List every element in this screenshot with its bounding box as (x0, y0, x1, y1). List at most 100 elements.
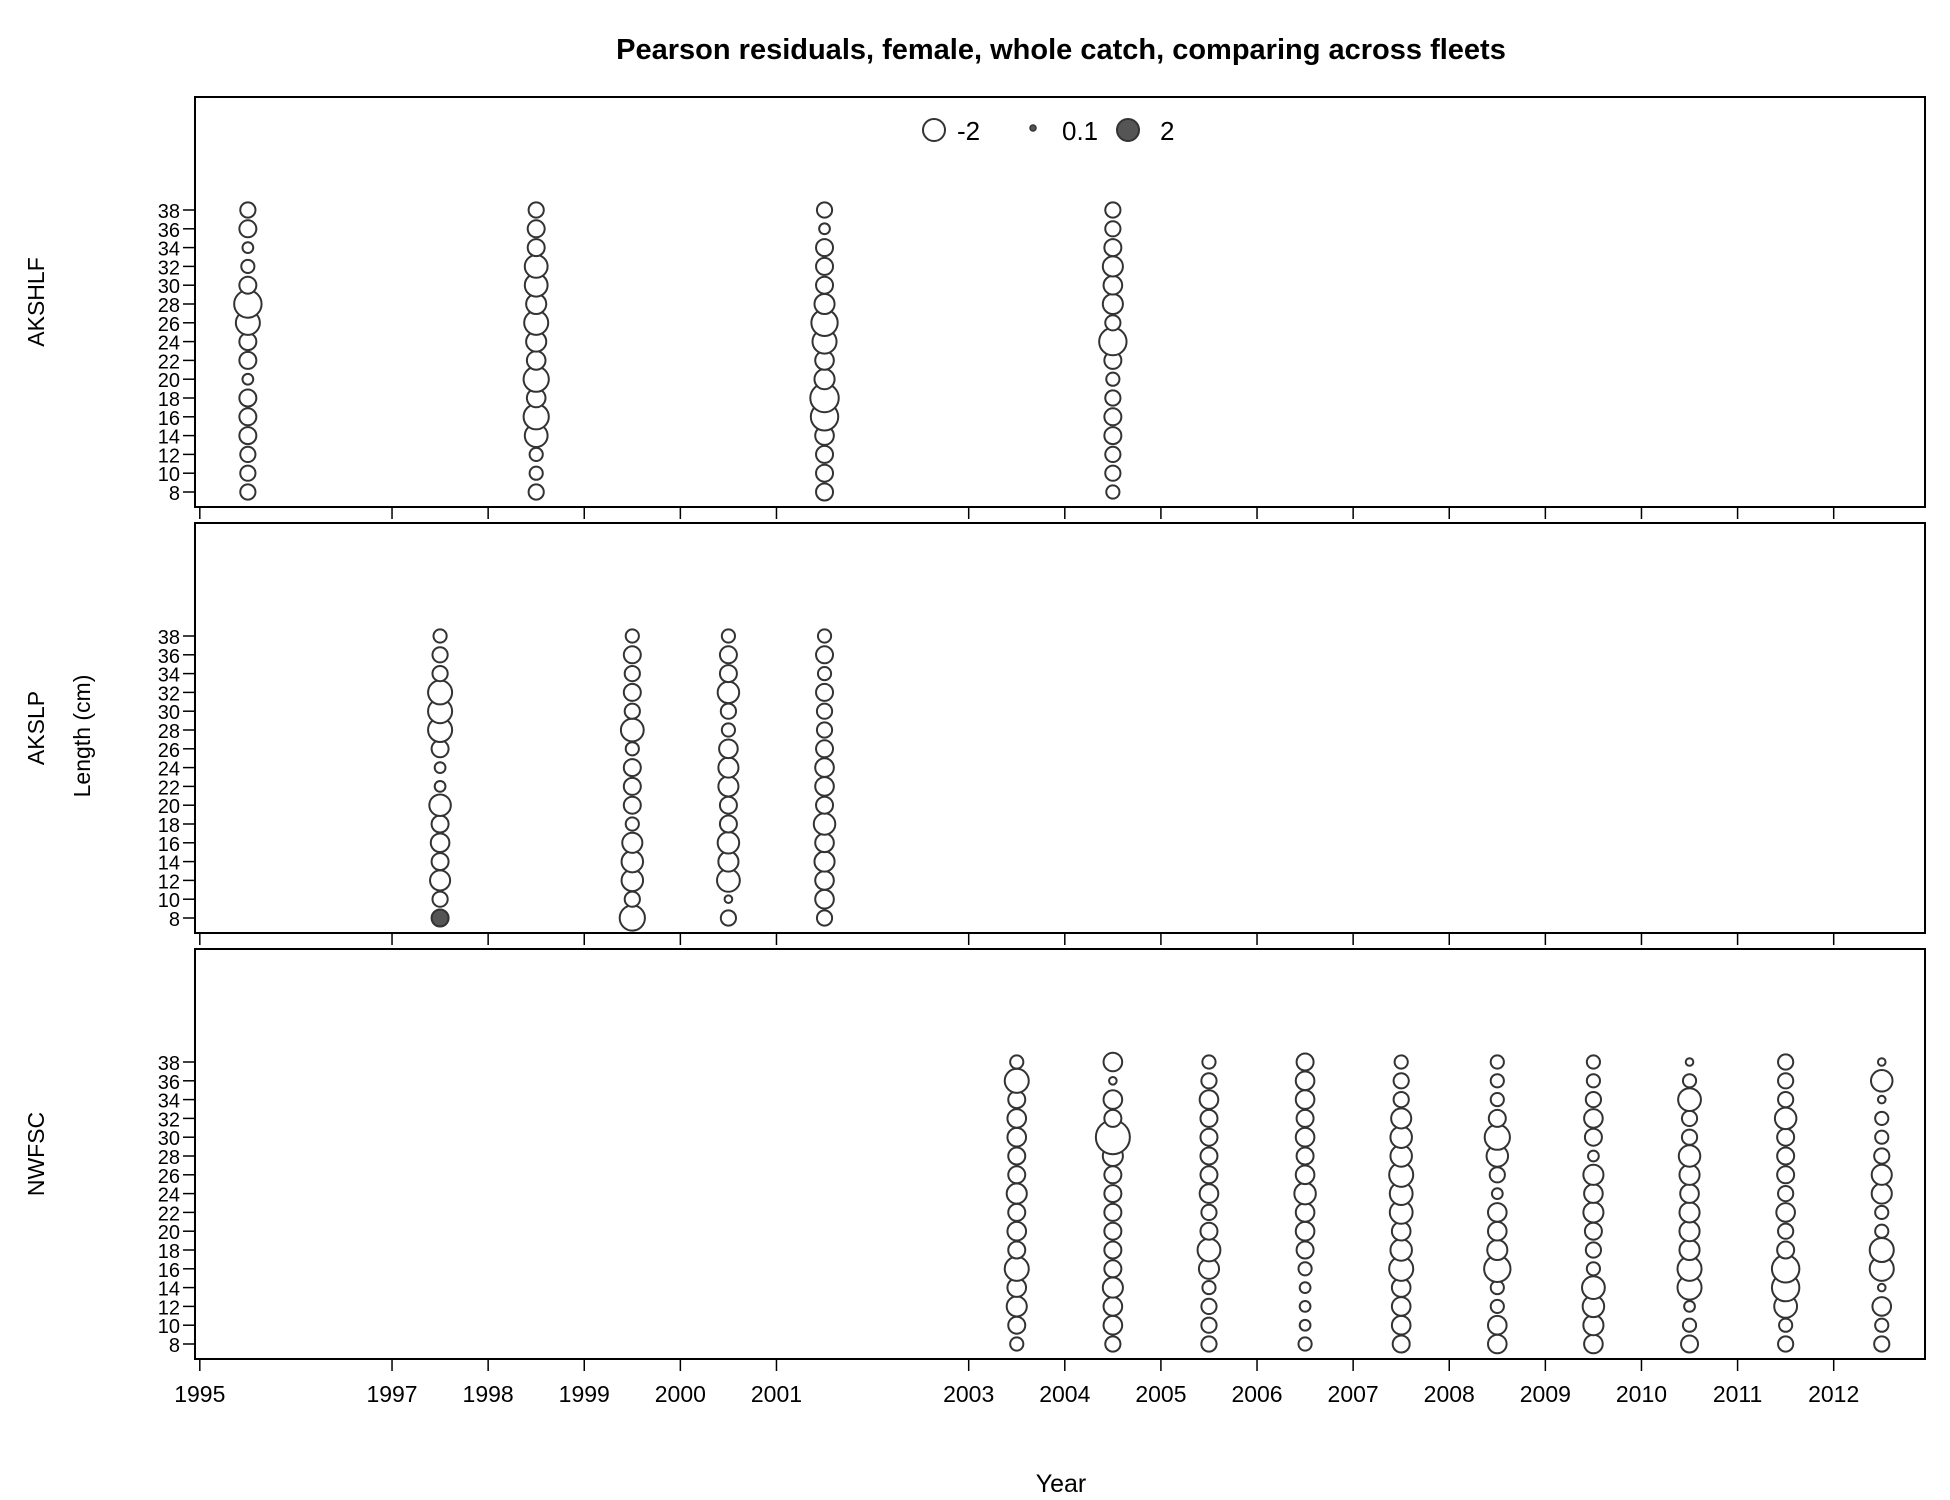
panel-frame (194, 948, 1926, 1360)
residual-bubble (428, 793, 452, 817)
residual-bubble (1293, 1181, 1317, 1206)
residual-bubble (1294, 1070, 1316, 1092)
residual-bubble (1200, 1316, 1218, 1334)
y-tick-label: 30 (158, 276, 180, 298)
residual-bubble (527, 483, 545, 501)
residual-bubble (1009, 1054, 1025, 1070)
residual-bubble (815, 275, 835, 295)
y-tick-label: 20 (158, 1222, 180, 1244)
residual-bubble (814, 888, 835, 910)
residual-bubble (718, 738, 739, 760)
residual-bubble (815, 201, 834, 219)
residual-bubble (622, 682, 642, 702)
residual-bubble (1009, 1336, 1025, 1352)
residual-bubble (1298, 1318, 1312, 1332)
residual-bubble (620, 849, 645, 874)
x-tick-label: 2010 (1616, 1381, 1667, 1407)
residual-bubble (430, 908, 450, 928)
residual-bubble (1680, 1109, 1699, 1128)
residual-bubble (1101, 292, 1124, 316)
residual-bubble (1677, 1144, 1702, 1168)
residual-bubble (1196, 1237, 1222, 1263)
y-tick-label: 32 (158, 683, 180, 705)
legend-label-positive: 2 (1160, 116, 1174, 146)
residual-bubble (239, 483, 257, 501)
residual-bubble (1490, 1187, 1504, 1200)
residual-bubble (1103, 1240, 1123, 1260)
residual-bubble (815, 482, 835, 502)
residual-bubble (1295, 1108, 1315, 1128)
panel-label: AKSHLF (23, 257, 49, 346)
residual-bubble (1103, 1184, 1123, 1204)
residual-bubble (1006, 1126, 1028, 1148)
residual-bubble (1777, 1053, 1795, 1071)
residual-bubble (433, 761, 447, 774)
residual-bubble (1486, 1333, 1508, 1355)
residual-bubble (624, 741, 640, 757)
residual-bubble (430, 852, 450, 872)
y-tick-label: 28 (158, 295, 180, 317)
residual-bubble (526, 219, 546, 239)
y-tick-label: 28 (158, 1147, 180, 1169)
residual-bubble (618, 904, 646, 932)
residual-bubble (239, 201, 257, 219)
residual-bubble (1389, 1238, 1413, 1262)
residual-bubble (1297, 1336, 1313, 1352)
residual-bubble (1874, 1204, 1890, 1220)
residual-bubble (431, 890, 449, 908)
residual-bubble (1869, 1069, 1894, 1093)
residual-bubble (1489, 1054, 1505, 1070)
residual-bubble (1583, 1127, 1603, 1147)
residual-bubble (1298, 1300, 1312, 1313)
x-tick-label: 2000 (655, 1381, 706, 1407)
residual-bubble (1200, 1203, 1218, 1222)
legend-label-negative: -2 (957, 116, 980, 146)
y-tick-label: 24 (158, 759, 180, 781)
residual-bubble (241, 372, 255, 386)
x-tick-label: 2003 (943, 1381, 994, 1407)
residual-bubble (1486, 1314, 1508, 1336)
residual-bubble (1777, 1184, 1795, 1203)
residual-bubble (1775, 1202, 1796, 1223)
residual-bubble (1199, 1165, 1219, 1185)
residual-bubble (1295, 1240, 1315, 1260)
residual-bubble (815, 463, 835, 483)
residual-bubble (1199, 1108, 1219, 1128)
residual-bubble (528, 446, 544, 462)
residual-bubble (1104, 201, 1122, 219)
residual-bubble (239, 445, 257, 464)
residual-bubble (1392, 1090, 1410, 1109)
residual-bubble (719, 702, 738, 720)
residual-bubble (241, 241, 255, 254)
residual-bubble (1199, 1127, 1219, 1147)
residual-bubble (1874, 1110, 1890, 1126)
residual-bubble (1874, 1223, 1890, 1239)
legend-label-small: 0.1 (1062, 116, 1098, 146)
residual-bubble (1295, 1146, 1315, 1166)
residual-bubble (1777, 1090, 1795, 1109)
y-tick-label: 14 (158, 853, 180, 875)
residual-bubble (815, 256, 835, 276)
y-tick-label: 12 (158, 871, 180, 893)
residual-bubble (814, 776, 835, 797)
residual-bubble (815, 795, 835, 815)
residual-bubble (1391, 1334, 1411, 1354)
legend: -2 0.1 2 (922, 116, 1174, 146)
residual-bubble (1294, 1220, 1316, 1242)
panel-frame (194, 522, 1926, 934)
y-tick-label: 8 (169, 909, 180, 931)
residual-bubble (815, 444, 835, 464)
legend-bubble-small (1029, 124, 1037, 132)
residual-bubble (527, 201, 545, 219)
residual-bubble (1294, 1164, 1316, 1186)
residual-bubble (1103, 1221, 1123, 1241)
residual-bubble (1678, 1220, 1701, 1243)
residual-bubble (812, 812, 837, 836)
residual-bubble (1006, 1108, 1028, 1129)
residual-bubble (1294, 1089, 1316, 1110)
residual-bubble (1392, 1072, 1410, 1090)
residual-bubble (1681, 1317, 1698, 1333)
y-tick-label: 18 (158, 1241, 180, 1263)
residual-bubble (816, 628, 833, 644)
